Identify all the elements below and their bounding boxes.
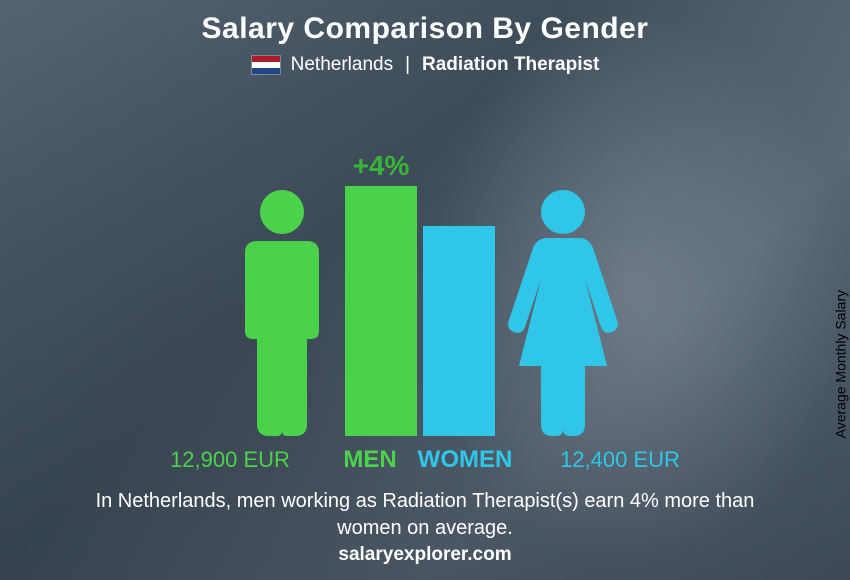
man-icon-wrap	[227, 156, 337, 436]
netherlands-flag-icon	[251, 55, 281, 75]
men-category-label: MEN	[330, 446, 410, 474]
infographic-content: Salary Comparison By Gender Netherlands …	[0, 0, 850, 580]
women-side	[503, 96, 623, 436]
bar-group: +4%	[345, 156, 495, 436]
women-category-label: WOMEN	[410, 446, 520, 474]
women-bar	[423, 226, 495, 436]
subtitle-separator: |	[405, 54, 410, 76]
man-icon	[227, 186, 337, 436]
description-text: In Netherlands, men working as Radiation…	[65, 488, 785, 542]
men-side	[227, 96, 337, 436]
country-name: Netherlands	[291, 54, 393, 76]
subtitle-row: Netherlands | Radiation Therapist	[251, 54, 600, 76]
men-bar-column: +4%	[345, 150, 417, 436]
women-salary-value: 12,400 EUR	[520, 447, 720, 473]
men-bar	[345, 186, 417, 436]
woman-icon-wrap	[503, 156, 623, 436]
job-title: Radiation Therapist	[422, 54, 599, 76]
y-axis-label: Average Monthly Salary	[832, 290, 848, 438]
page-title: Salary Comparison By Gender	[202, 12, 649, 46]
delta-label: +4%	[345, 150, 417, 182]
labels-row: 12,900 EUR MEN WOMEN 12,400 EUR	[0, 446, 850, 474]
flag-stripe-blue	[252, 68, 280, 74]
men-salary-value: 12,900 EUR	[130, 447, 330, 473]
salary-gender-chart: +4%	[105, 96, 745, 436]
woman-icon	[503, 186, 623, 436]
